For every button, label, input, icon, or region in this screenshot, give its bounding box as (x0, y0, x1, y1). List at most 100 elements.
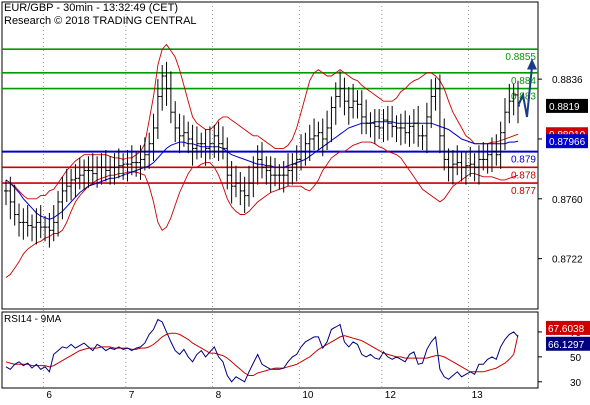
price-bar (485, 143, 490, 174)
price-bar (56, 190, 61, 237)
price-bar (424, 102, 429, 154)
price-bar (30, 214, 35, 242)
rsi-ma-line (5, 332, 519, 376)
price-bar (286, 153, 291, 187)
price-bar (260, 142, 264, 179)
price-bar (498, 121, 503, 169)
price-bar (372, 109, 377, 144)
price-bar (338, 71, 343, 108)
price-bar (181, 115, 186, 147)
price-bar (203, 129, 208, 166)
price-bar (437, 74, 442, 154)
price-bar (364, 99, 369, 135)
price-bar (164, 61, 169, 106)
scenario-arrowhead (527, 58, 537, 70)
price-bar (416, 105, 421, 147)
rsi-last-value-label: 66.1297 (548, 340, 585, 351)
price-panel-frame (1, 1, 539, 310)
price-bar (307, 124, 312, 162)
price-bar (64, 168, 69, 202)
price-bar (502, 98, 507, 150)
x-tick-label: 7 (129, 390, 135, 400)
price-bar (355, 90, 360, 119)
price-bar (407, 115, 412, 147)
price-bar (255, 145, 260, 185)
price-bar (82, 159, 87, 190)
price-bar (459, 151, 464, 182)
rsi-last-value-badge-rsi_ma: 67.6038 (546, 320, 590, 335)
price-bar (112, 153, 117, 185)
price-bar (411, 109, 416, 144)
price-bar (21, 208, 26, 240)
price-bar (160, 64, 165, 111)
x-axis: 6 7 8 10 12 13 (42, 2, 484, 401)
price-bar (108, 156, 113, 185)
x-tick-label: 12 (385, 390, 397, 400)
price-panel: 0.88360.87980.87600.87220.88550.8840.883… (1, 1, 588, 310)
price-bar (47, 212, 52, 248)
scenario-path (517, 66, 533, 118)
price-bar (472, 153, 477, 182)
price-bar (329, 96, 334, 143)
price-bar (442, 118, 447, 171)
level-label: 0.8855 (505, 52, 536, 63)
price-bar (312, 118, 317, 150)
price-bar (151, 113, 156, 162)
rsi-tick-label: 50 (570, 353, 582, 364)
price-bar (394, 115, 399, 143)
rsi-panel-frame (1, 311, 539, 389)
price-bar (342, 77, 347, 116)
price-bar (116, 148, 121, 179)
price-bar (403, 110, 408, 144)
price-bar (246, 165, 251, 207)
x-tick-label: 13 (472, 390, 484, 400)
x-tick-label: 10 (302, 390, 314, 400)
price-bar (77, 157, 82, 190)
last-value-badge-moving_average: 0.87966 (546, 134, 588, 149)
price-bar (368, 112, 373, 138)
price-bar (90, 153, 95, 185)
price-bar (481, 142, 486, 171)
chart-header-line1: EUR/GBP - 30min - 13:32:49 (CET) (4, 2, 178, 14)
price-bar (168, 71, 173, 124)
price-bar (320, 118, 325, 157)
rsi-last-value-label: 67.6038 (548, 324, 585, 335)
price-bar (351, 83, 356, 119)
price-bar (420, 124, 425, 150)
price-bar (346, 87, 351, 125)
price-bar (233, 165, 238, 198)
rsi-last-value-badge-rsi: 66.1297 (546, 336, 590, 351)
price-bar (216, 121, 221, 162)
price-bar (103, 149, 108, 182)
price-bar (147, 132, 152, 169)
price-bar (225, 137, 230, 190)
price-bar (86, 156, 91, 188)
price-bar (316, 121, 321, 150)
y-tick-label: 0.8722 (552, 255, 583, 266)
price-bar (325, 110, 330, 150)
price-bar (4, 179, 8, 206)
price-bar (476, 145, 481, 185)
price-bar (390, 105, 395, 138)
price-bar (303, 132, 308, 166)
last-value-label: 0.87966 (549, 137, 586, 148)
price-bar (446, 148, 451, 182)
price-bar (220, 126, 225, 160)
level-label: 0.884 (511, 76, 536, 87)
price-bar (268, 156, 273, 193)
price-bar (264, 156, 269, 185)
price-bar (511, 83, 516, 116)
level-label: 0.877 (511, 186, 536, 197)
price-bar (299, 134, 304, 171)
price-bar (95, 156, 100, 188)
price-bar (194, 126, 199, 160)
rsi-tick-label: 30 (570, 378, 582, 389)
price-bar (207, 126, 212, 160)
price-bar (277, 164, 282, 190)
x-tick-label: 8 (216, 390, 222, 400)
price-bar (494, 134, 499, 166)
price-bar (138, 145, 143, 180)
